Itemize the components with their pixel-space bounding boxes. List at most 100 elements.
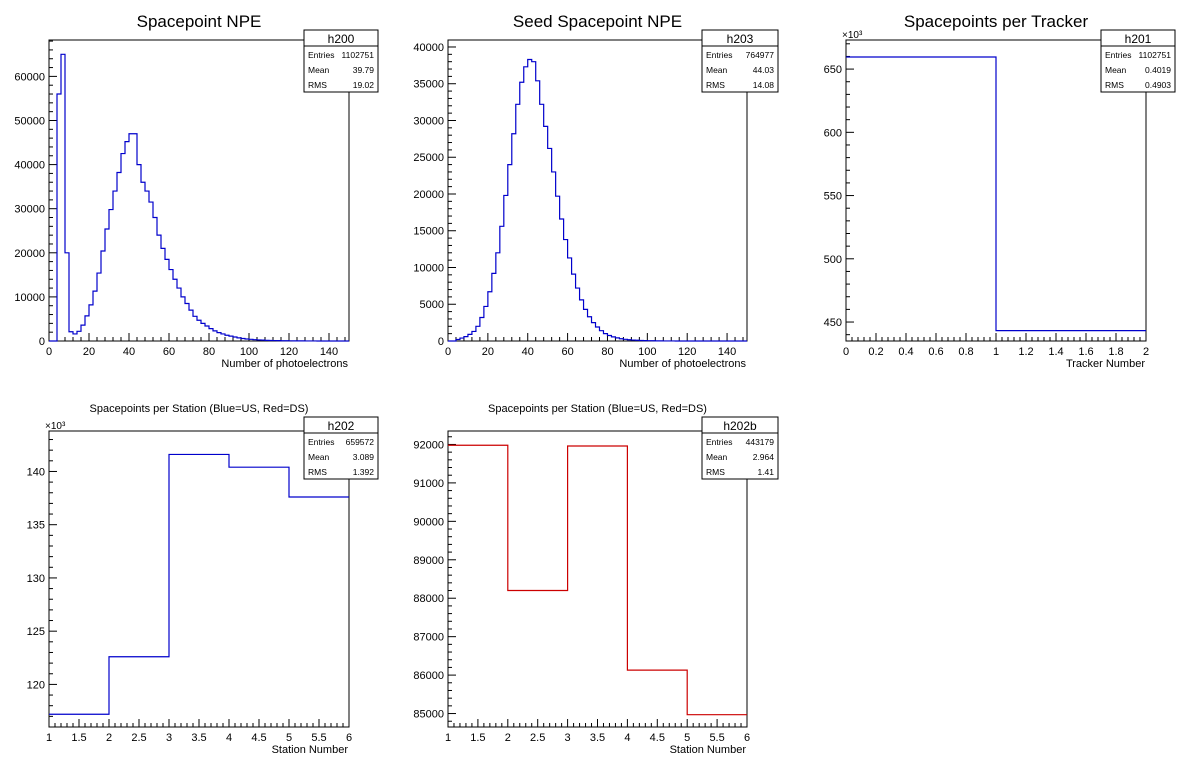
stats-histogram-name: h202 bbox=[328, 419, 355, 433]
x-tick-label: 80 bbox=[203, 346, 215, 358]
y-tick-label: 650 bbox=[824, 64, 842, 76]
chart-title: Spacepoints per Tracker bbox=[904, 12, 1089, 31]
chart-pad-h202b: Spacepoints per Station (Blue=US, Red=DS… bbox=[413, 403, 779, 756]
x-tick-label: 20 bbox=[482, 346, 494, 358]
x-tick-label: 60 bbox=[163, 346, 175, 358]
x-tick-label: 0 bbox=[843, 346, 849, 358]
y-tick-label: 0 bbox=[438, 336, 444, 348]
stats-value-rms: 1.392 bbox=[353, 467, 375, 477]
stats-label-entries: Entries bbox=[308, 437, 334, 447]
x-tick-label: 1 bbox=[445, 732, 451, 744]
histogram-series bbox=[846, 56, 1146, 332]
y-tick-label: 25000 bbox=[413, 152, 444, 164]
x-tick-label: 4.5 bbox=[650, 732, 665, 744]
stats-box: h200 Entries 1102751 Mean 39.79 RMS 19.02 bbox=[303, 29, 379, 93]
x-tick-label: 1.5 bbox=[71, 732, 86, 744]
stats-value-rms: 0.4903 bbox=[1145, 80, 1171, 90]
stats-label-rms: RMS bbox=[1105, 80, 1124, 90]
chart-pad-h200: Spacepoint NPE 0 20 40 60 80 100 120 140 0 10000 20… bbox=[14, 12, 379, 370]
x-tick-label: 120 bbox=[280, 346, 298, 358]
stats-value-mean: 0.4019 bbox=[1145, 65, 1171, 75]
stats-label-entries: Entries bbox=[706, 437, 732, 447]
x-tick-label: 40 bbox=[123, 346, 135, 358]
y-tick-label: 30000 bbox=[14, 204, 45, 216]
x-tick-label: 1.6 bbox=[1078, 346, 1093, 358]
x-tick-label: 1 bbox=[993, 346, 999, 358]
stats-label-rms: RMS bbox=[308, 467, 327, 477]
chart-pad-h201: Spacepoints per Tracker 0 0.2 0.4 0.6 0.8 1 1.2… bbox=[824, 12, 1176, 370]
y-exponent-label: ×10³ bbox=[842, 30, 863, 41]
y-tick-label: 125 bbox=[27, 626, 45, 638]
x-tick-label: 5 bbox=[684, 732, 690, 744]
y-exponent-label: ×10³ bbox=[45, 421, 66, 432]
stats-value-rms: 19.02 bbox=[353, 80, 375, 90]
chart-pad-h202: Spacepoints per Station (Blue=US, Red=DS… bbox=[27, 403, 379, 756]
x-tick-label: 2 bbox=[505, 732, 511, 744]
y-tick-label: 600 bbox=[824, 127, 842, 139]
stats-value-mean: 44.03 bbox=[753, 65, 775, 75]
stats-box-frame bbox=[303, 416, 379, 480]
chart-pad-h203: Seed Spacepoint NPE 0 20 40 60 80 100 120 140 0 50… bbox=[413, 12, 779, 370]
histogram-series bbox=[448, 444, 747, 716]
stats-box-frame bbox=[701, 416, 779, 480]
x-axis-label: Station Number bbox=[670, 744, 747, 756]
x-tick-label: 4.5 bbox=[251, 732, 266, 744]
plot-frame bbox=[447, 39, 748, 342]
y-tick-label: 91000 bbox=[413, 478, 444, 490]
x-tick-label: 1.5 bbox=[470, 732, 485, 744]
stats-label-entries: Entries bbox=[706, 50, 732, 60]
chart-title: Seed Spacepoint NPE bbox=[513, 12, 682, 31]
stats-value-entries: 1102751 bbox=[342, 50, 375, 60]
x-tick-label: 3 bbox=[565, 732, 571, 744]
y-tick-label: 50000 bbox=[14, 115, 45, 127]
y-tick-label: 40000 bbox=[14, 160, 45, 172]
y-tick-label: 92000 bbox=[413, 439, 444, 451]
histogram-series bbox=[448, 58, 747, 342]
chart-title: Spacepoints per Station (Blue=US, Red=DS… bbox=[488, 403, 707, 415]
x-tick-label: 140 bbox=[320, 346, 338, 358]
stats-histogram-name: h200 bbox=[328, 32, 355, 46]
chart-title: Spacepoints per Station (Blue=US, Red=DS… bbox=[90, 403, 309, 415]
stats-histogram-name: h201 bbox=[1125, 32, 1152, 46]
x-axis-label: Tracker Number bbox=[1066, 358, 1145, 370]
x-tick-label: 0 bbox=[46, 346, 52, 358]
y-tick-label: 89000 bbox=[413, 555, 444, 567]
stats-box-frame bbox=[303, 29, 379, 93]
x-tick-label: 100 bbox=[638, 346, 656, 358]
stats-label-rms: RMS bbox=[706, 467, 725, 477]
x-tick-label: 2.5 bbox=[131, 732, 146, 744]
y-tick-label: 40000 bbox=[413, 42, 444, 54]
x-tick-label: 3.5 bbox=[590, 732, 605, 744]
stats-box: h201 Entries 1102751 Mean 0.4019 RMS 0.4903 bbox=[1100, 29, 1176, 93]
y-tick-label: 20000 bbox=[14, 248, 45, 260]
x-tick-label: 20 bbox=[83, 346, 95, 358]
stats-box-frame bbox=[701, 29, 779, 93]
x-tick-label: 0.8 bbox=[958, 346, 973, 358]
y-tick-label: 10000 bbox=[413, 262, 444, 274]
x-axis-label: Number of photoelectrons bbox=[221, 358, 348, 370]
x-tick-label: 1.8 bbox=[1108, 346, 1123, 358]
stats-value-rms: 1.41 bbox=[757, 467, 774, 477]
stats-label-mean: Mean bbox=[706, 65, 728, 75]
x-tick-label: 120 bbox=[678, 346, 696, 358]
y-tick-label: 130 bbox=[27, 573, 45, 585]
y-tick-label: 85000 bbox=[413, 709, 444, 721]
x-tick-label: 2 bbox=[106, 732, 112, 744]
stats-label-mean: Mean bbox=[706, 452, 728, 462]
stats-box: h202 Entries 659572 Mean 3.089 RMS 1.392 bbox=[303, 416, 379, 480]
y-tick-label: 135 bbox=[27, 520, 45, 532]
stats-value-mean: 3.089 bbox=[353, 452, 375, 462]
stats-label-mean: Mean bbox=[308, 452, 330, 462]
stats-label-rms: RMS bbox=[706, 80, 725, 90]
x-tick-label: 4 bbox=[624, 732, 630, 744]
y-tick-label: 20000 bbox=[413, 189, 444, 201]
stats-value-entries: 659572 bbox=[346, 437, 375, 447]
stats-value-rms: 14.08 bbox=[753, 80, 775, 90]
stats-histogram-name: h202b bbox=[723, 419, 757, 433]
x-tick-label: 1 bbox=[46, 732, 52, 744]
y-tick-label: 550 bbox=[824, 191, 842, 203]
x-tick-label: 100 bbox=[240, 346, 258, 358]
x-axis-label: Station Number bbox=[272, 744, 349, 756]
